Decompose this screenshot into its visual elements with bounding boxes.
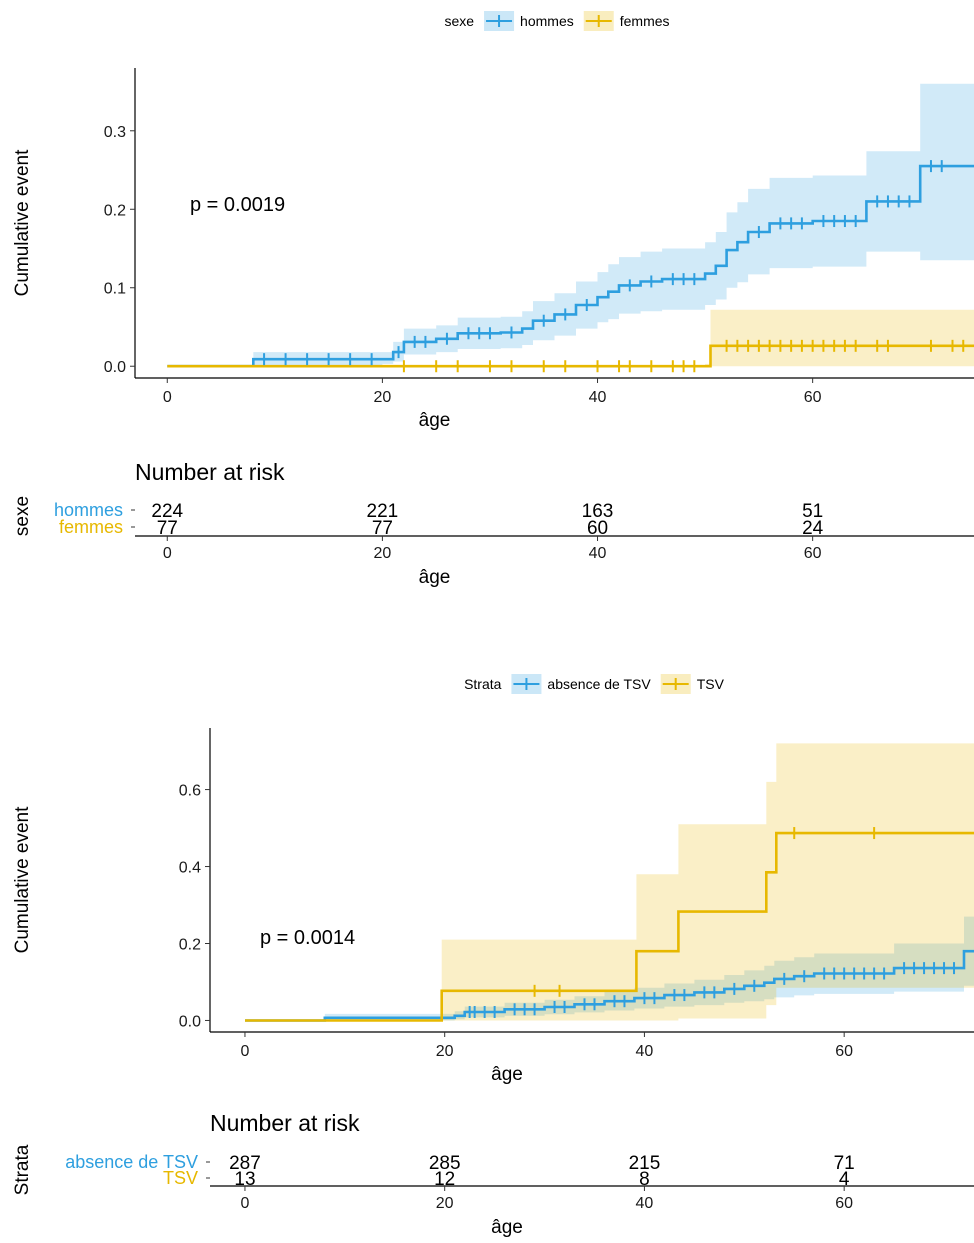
y-tick-label: 0.2 xyxy=(179,936,201,953)
risk-count: 287 xyxy=(229,1153,261,1174)
y-tick-label: 0.2 xyxy=(104,202,126,219)
survival-step-line xyxy=(245,949,974,1022)
confidence-band xyxy=(167,309,974,367)
risk-table-title: Number at risk xyxy=(210,1110,360,1136)
risk-x-axis-title: âge xyxy=(419,567,451,588)
risk-count: 4 xyxy=(839,1169,850,1190)
x-tick-label: 60 xyxy=(835,1043,853,1060)
legend-key xyxy=(484,11,515,31)
risk-x-tick-label: 60 xyxy=(804,545,822,562)
risk-count: 13 xyxy=(234,1169,255,1190)
risk-count: 60 xyxy=(587,518,608,539)
y-tick-label: 0.0 xyxy=(179,1013,201,1030)
x-tick-label: 60 xyxy=(804,389,822,406)
legend-title: sexe xyxy=(444,13,474,29)
censor-marks xyxy=(533,827,876,997)
p-value-label: p = 0.0019 xyxy=(190,194,285,216)
risk-count: 51 xyxy=(802,501,823,522)
risk-count: 24 xyxy=(802,518,824,539)
risk-count: 285 xyxy=(429,1153,461,1174)
risk-count: 221 xyxy=(367,501,399,522)
risk-x-tick-label: 20 xyxy=(373,545,391,562)
risk-row-label: femmes xyxy=(59,517,123,537)
legend-key xyxy=(511,674,542,694)
survival-step-line xyxy=(167,344,974,368)
risk-y-axis-title: Strata xyxy=(12,1144,33,1195)
legend-key xyxy=(660,674,691,694)
legend: Strata absence de TSV TSV xyxy=(464,674,725,694)
risk-count: 77 xyxy=(157,518,178,539)
risk-count: 8 xyxy=(639,1169,650,1190)
y-axis-title: Cumulative event xyxy=(12,806,33,954)
risk-x-tick-label: 0 xyxy=(163,545,172,562)
risk-x-tick-label: 0 xyxy=(241,1195,250,1212)
risk-count: 163 xyxy=(582,501,614,522)
legend-entry: absence de TSV xyxy=(547,676,651,692)
risk-x-tick-label: 60 xyxy=(835,1195,853,1212)
legend-entry: hommes xyxy=(520,13,574,29)
risk-x-tick-label: 40 xyxy=(589,545,607,562)
x-tick-label: 0 xyxy=(163,389,172,406)
risk-y-axis-title: sexe xyxy=(12,496,33,536)
x-tick-label: 20 xyxy=(436,1043,454,1060)
y-axis-title: Cumulative event xyxy=(12,149,33,297)
risk-count: 77 xyxy=(372,518,393,539)
legend-key xyxy=(583,11,614,31)
risk-count: 215 xyxy=(629,1153,661,1174)
x-tick-label: 40 xyxy=(636,1043,654,1060)
x-tick-label: 0 xyxy=(241,1043,250,1060)
censor-marks xyxy=(402,339,965,373)
y-tick-label: 0.3 xyxy=(104,124,126,141)
x-axis-title: âge xyxy=(491,1064,523,1085)
survival-step-line xyxy=(245,831,974,1022)
y-tick-label: 0.4 xyxy=(179,860,201,877)
risk-row-label: hommes xyxy=(54,500,123,520)
censor-marks xyxy=(468,962,956,1018)
x-axis-title: âge xyxy=(419,410,451,431)
legend-entry: femmes xyxy=(620,13,670,29)
x-tick-label: 20 xyxy=(373,389,391,406)
y-tick-label: 0.6 xyxy=(179,783,201,800)
legend: sexe hommes femmes xyxy=(444,11,670,31)
risk-x-axis-title: âge xyxy=(491,1217,523,1238)
p-value-label: p = 0.0014 xyxy=(260,927,355,949)
confidence-band xyxy=(245,916,974,1021)
risk-x-tick-label: 20 xyxy=(436,1195,454,1212)
survival-step-line xyxy=(167,164,974,368)
risk-x-tick-label: 40 xyxy=(636,1195,654,1212)
risk-row-label: absence de TSV xyxy=(65,1152,198,1172)
confidence-band xyxy=(245,743,974,1021)
risk-count: 12 xyxy=(434,1169,455,1190)
risk-count: 71 xyxy=(834,1153,855,1174)
legend-title: Strata xyxy=(464,676,502,692)
x-tick-label: 40 xyxy=(589,389,607,406)
risk-count: 224 xyxy=(151,501,183,522)
censor-marks xyxy=(263,160,943,366)
risk-table-title: Number at risk xyxy=(135,459,285,485)
risk-row-label: TSV xyxy=(163,1168,198,1188)
confidence-band xyxy=(167,83,974,367)
y-tick-label: 0.1 xyxy=(104,281,126,298)
y-tick-label: 0.0 xyxy=(104,359,126,376)
legend-entry: TSV xyxy=(697,676,725,692)
